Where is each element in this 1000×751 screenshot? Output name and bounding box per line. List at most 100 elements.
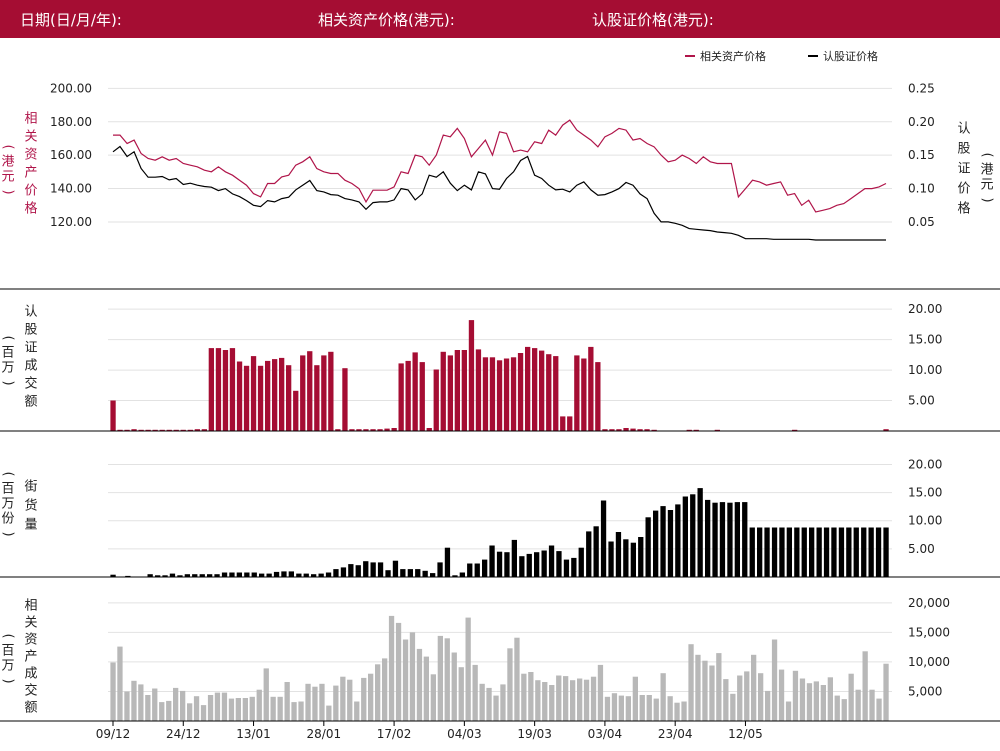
asset-turnover-bar bbox=[876, 698, 882, 721]
asset-turnover-bar bbox=[500, 684, 506, 721]
warrant-turnover-bar bbox=[314, 365, 320, 431]
outstanding-bar bbox=[846, 527, 852, 577]
outstanding-bar bbox=[474, 563, 480, 577]
outstanding-bar bbox=[556, 551, 562, 577]
svg-text:关: 关 bbox=[24, 616, 37, 631]
outstanding-bar bbox=[794, 527, 800, 577]
svg-text:相: 相 bbox=[24, 599, 37, 614]
outstanding-bar bbox=[534, 552, 540, 577]
outstanding-bar bbox=[653, 510, 659, 577]
warrant-turnover-bar bbox=[468, 320, 475, 431]
asset-turnover-bar bbox=[298, 701, 304, 721]
x-tick-label: 12/05 bbox=[728, 727, 763, 741]
warrant-turnover-bar bbox=[546, 354, 552, 431]
asset-turnover-bar bbox=[214, 692, 221, 721]
asset-turnover-bar bbox=[535, 680, 541, 721]
asset-turnover-bar bbox=[291, 702, 297, 721]
asset-turnover-bar bbox=[270, 696, 276, 721]
warrant-turnover-bar bbox=[243, 365, 250, 431]
outstanding-bar bbox=[571, 557, 577, 577]
asset-turnover-bar bbox=[869, 689, 875, 721]
outstanding-bar bbox=[452, 575, 458, 577]
asset-turnover-bar bbox=[437, 635, 443, 721]
asset-turnover-bar bbox=[542, 682, 548, 721]
outstanding-bar bbox=[251, 572, 257, 577]
asset-turnover-bar bbox=[695, 654, 701, 721]
asset-turnover-bar bbox=[778, 669, 785, 721]
outstanding-bar bbox=[727, 502, 733, 577]
outstanding-bar bbox=[697, 488, 703, 577]
warrant-turnover-bar bbox=[398, 363, 404, 431]
warrant-turnover-bar bbox=[363, 429, 369, 431]
warrant-turnover-bar bbox=[265, 360, 271, 431]
asset-turnover-bar bbox=[834, 695, 840, 721]
outstanding-bar bbox=[667, 510, 674, 577]
warrant-turnover-bar bbox=[159, 429, 165, 431]
asset-turnover-bar bbox=[709, 665, 715, 721]
outstanding-bar bbox=[415, 569, 421, 577]
svg-text:万: 万 bbox=[1, 361, 14, 376]
outstanding-bar bbox=[608, 541, 614, 577]
asset-turnover-bar bbox=[277, 696, 283, 721]
asset-turnover-bar bbox=[799, 678, 806, 721]
asset-turnover-bar bbox=[521, 673, 527, 721]
svg-text:份: 份 bbox=[1, 512, 14, 527]
y-tick-right: 15.00 bbox=[908, 333, 942, 347]
y-tick-right: 20.00 bbox=[908, 302, 942, 316]
outstanding-bar bbox=[125, 575, 131, 577]
warrant-turnover-bar bbox=[152, 429, 158, 431]
warrant-turnover-bar bbox=[714, 429, 720, 431]
asset-price-label: 相关资产价格(港元): bbox=[318, 11, 455, 29]
warrant-turnover-bar bbox=[384, 428, 390, 431]
warrant-turnover-bar bbox=[335, 429, 341, 431]
y-axis-title-left-unit: (港元) bbox=[1, 144, 16, 194]
asset-turnover-bar bbox=[430, 674, 436, 721]
outstanding-bar-axis-unit: (百万份) bbox=[1, 471, 16, 536]
outstanding-bar bbox=[482, 559, 488, 577]
y-tick-right: 15,000 bbox=[908, 625, 950, 639]
warrant-turnover-bar bbox=[194, 429, 200, 431]
asset-turnover-bar bbox=[159, 702, 165, 721]
asset-turnover-bar bbox=[375, 664, 381, 721]
asset-turnover-bar bbox=[744, 671, 750, 721]
svg-text:百: 百 bbox=[1, 346, 14, 361]
warrant-turnover-bar bbox=[532, 348, 538, 431]
svg-text:): ) bbox=[1, 189, 16, 194]
outstanding-bar bbox=[444, 547, 451, 577]
outstanding-bar bbox=[868, 527, 874, 577]
outstanding-bar bbox=[526, 553, 532, 577]
warrant-turnover-bar bbox=[461, 350, 467, 431]
asset-turnover-bar bbox=[117, 646, 123, 721]
asset-turnover-bar bbox=[444, 638, 450, 721]
y-tick-left: 160.00 bbox=[50, 148, 92, 162]
outstanding-bar bbox=[214, 574, 220, 577]
y-tick-right: 10.00 bbox=[908, 514, 942, 528]
warrant-turnover-bar bbox=[651, 429, 657, 431]
outstanding-bar bbox=[266, 573, 272, 577]
warrant-turnover-bar bbox=[496, 360, 503, 431]
svg-text:): ) bbox=[1, 678, 16, 683]
outstanding-bar bbox=[690, 494, 696, 577]
warrant-turnover-bar bbox=[187, 429, 193, 431]
svg-text:万: 万 bbox=[1, 659, 14, 674]
asset-turnover-bar bbox=[514, 637, 520, 721]
asset-turnover-bar bbox=[249, 696, 255, 721]
asset-turnover-bar bbox=[758, 673, 764, 721]
asset-turnover-bar bbox=[284, 682, 290, 721]
asset-turnover-bar bbox=[674, 702, 680, 721]
outstanding-bar bbox=[155, 575, 161, 577]
warrant-turnover-bar bbox=[180, 429, 186, 431]
y-tick-right: 0.10 bbox=[908, 182, 935, 196]
warrant-turnover-bar bbox=[293, 390, 299, 431]
outstanding-bar bbox=[348, 564, 354, 577]
asset-turnover-bar bbox=[771, 639, 778, 721]
outstanding-bar bbox=[437, 562, 443, 577]
outstanding-bar bbox=[407, 569, 413, 577]
asset-turnover-bar bbox=[145, 695, 151, 721]
asset-turnover-bar bbox=[152, 688, 158, 721]
y-tick-right: 5,000 bbox=[908, 684, 942, 698]
outstanding-bar bbox=[318, 573, 324, 577]
asset-turnover-bar bbox=[688, 644, 694, 721]
warrant-turnover-bar bbox=[616, 429, 622, 431]
warrant-turnover-bar bbox=[321, 355, 327, 431]
